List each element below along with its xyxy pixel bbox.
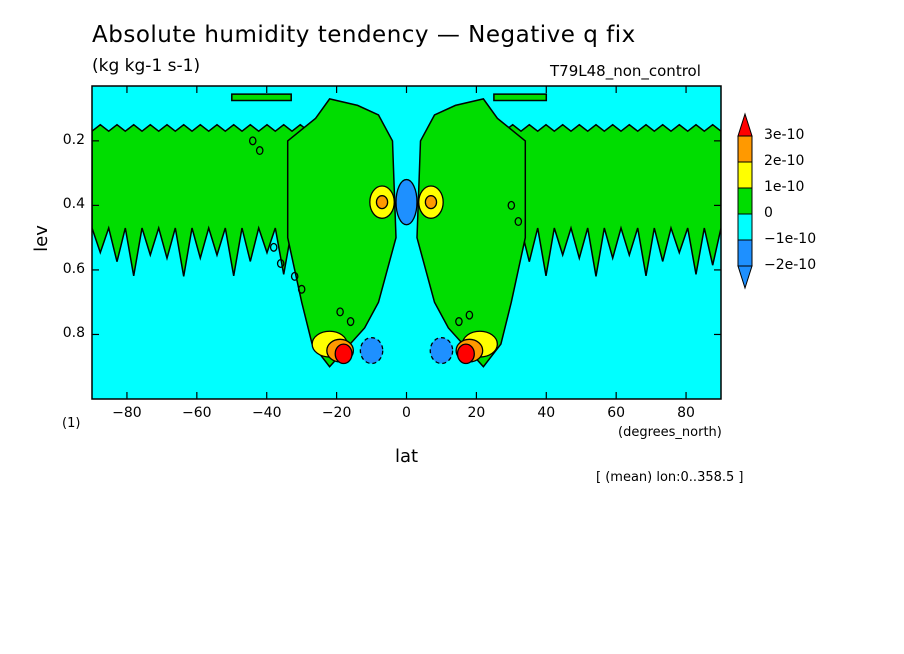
contour-ring-1: [276, 258, 285, 268]
x-tick-label: −60: [182, 405, 212, 421]
low-max-north-red: [456, 343, 475, 365]
y-axis-units: (1): [62, 416, 81, 431]
legend-swatch-top: [737, 112, 753, 137]
legend-label: 1e-10: [764, 179, 805, 195]
low-max-south-red: [334, 343, 353, 365]
y-axis-label: lev: [30, 225, 52, 252]
x-tick-label: −40: [251, 405, 282, 421]
column-south: [286, 98, 397, 368]
x-tick-label: 0: [402, 405, 411, 421]
y-tick-label: 0.6: [62, 260, 85, 277]
plot-area: [92, 86, 721, 399]
top-strip-north: [493, 93, 548, 102]
legend-swatch-4: [737, 239, 753, 267]
contour-ring-0: [269, 242, 278, 252]
contour-ring-5: [346, 317, 355, 327]
equatorial-negative-core: [395, 178, 418, 226]
x-tick-label: −20: [321, 405, 352, 421]
legend-label: 2e-10: [764, 153, 805, 169]
legend-label: −1e-10: [764, 231, 817, 247]
contour-ring-10: [465, 310, 474, 320]
legend-swatch-bottom: [737, 265, 753, 290]
contour-ring-7: [255, 146, 264, 156]
contour-ring-11: [455, 317, 463, 327]
legend-swatch-2: [737, 187, 753, 215]
legend-swatch-0: [737, 135, 753, 163]
contour-ring-6: [248, 136, 257, 146]
chart-units: (kg kg-1 s-1): [92, 56, 201, 76]
band-north: [503, 123, 721, 277]
column-north: [416, 98, 527, 368]
x-tick-label: −80: [112, 405, 142, 421]
y-tick-label: 0.2: [62, 131, 85, 148]
x-axis-label: lat: [395, 446, 419, 467]
secondary-max-north-core: [424, 195, 438, 210]
legend-label: −2e-10: [764, 257, 817, 273]
x-tick-label: 80: [677, 405, 695, 421]
contour-ring-4: [336, 307, 344, 317]
legend-swatch-1: [737, 161, 753, 189]
x-tick-label: 20: [467, 405, 486, 421]
y-tick-label: 0.4: [62, 196, 85, 213]
legend-swatch-3: [737, 213, 753, 241]
x-tick-label: 60: [607, 405, 626, 421]
axis-ticks: [92, 86, 721, 399]
x-tick-label: 40: [537, 405, 556, 421]
chart-title: Absolute humidity tendency — Negative q …: [92, 22, 636, 48]
contour-ring-3: [297, 284, 306, 294]
y-tick-label: 0.8: [62, 325, 85, 342]
contour-ring-9: [514, 217, 523, 227]
x-axis-units: (degrees_north): [618, 425, 722, 440]
legend-label: 0: [764, 205, 773, 221]
low-min-south: [359, 337, 384, 365]
color-legend: [737, 112, 753, 290]
footer-note: [ (mean) lon:0..358.5 ]: [596, 470, 744, 485]
legend-label: 3e-10: [764, 127, 805, 143]
contour-ring-2: [290, 271, 299, 281]
low-min-north: [429, 337, 454, 365]
contour-ring-8: [507, 200, 516, 210]
run-label: T79L48_non_control: [550, 62, 701, 80]
secondary-max-south-core: [375, 195, 389, 210]
top-strip-south: [231, 93, 292, 102]
